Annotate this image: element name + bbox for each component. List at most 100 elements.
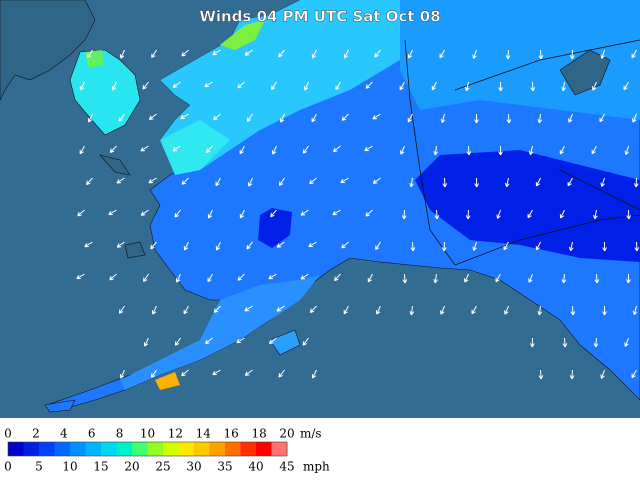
wind-zone <box>85 50 104 68</box>
wind-arrow <box>244 369 253 376</box>
wind-arrow <box>567 177 573 187</box>
wind-arrow <box>535 241 541 251</box>
wind-arrow <box>332 209 341 216</box>
wind-arrow <box>303 81 309 91</box>
wind-arrow <box>592 81 597 91</box>
wind-arrow <box>174 337 181 346</box>
wind-arrow <box>343 305 349 315</box>
wind-arrow <box>175 273 181 283</box>
wind-zone <box>415 150 640 262</box>
wind-arrow <box>562 337 568 348</box>
wind-arrow <box>174 209 181 218</box>
wind-arrow <box>76 273 85 280</box>
wind-arrow <box>213 305 221 313</box>
wind-arrow <box>246 113 253 122</box>
wind-arrow <box>309 177 317 185</box>
wind-arrow <box>600 369 605 379</box>
wind-arrow <box>569 369 575 380</box>
legend-swatch <box>54 442 71 456</box>
legend-swatch <box>132 442 148 456</box>
wind-arrow <box>181 177 189 185</box>
wind-arrow <box>148 177 157 184</box>
wind-arrow <box>410 241 416 252</box>
mph-label: 40 <box>248 460 263 474</box>
wind-arrow <box>140 209 149 216</box>
wind-arrow <box>538 369 544 380</box>
wind-arrow <box>300 273 309 280</box>
wind-arrow <box>626 209 632 220</box>
legend-swatch <box>23 442 40 456</box>
wind-arrow <box>535 177 541 187</box>
wind-arrow <box>148 113 157 120</box>
wind-arrow <box>372 177 381 184</box>
wind-arrow <box>602 241 607 252</box>
wind-arrow <box>439 49 445 59</box>
wind-arrow <box>84 241 93 248</box>
wind-arrow <box>302 145 309 154</box>
wind-arrow <box>559 145 565 155</box>
wind-arrow <box>364 145 373 152</box>
wind-arrow <box>333 273 341 282</box>
wind-arrow <box>207 209 213 219</box>
wind-arrow <box>561 81 566 92</box>
ms-label: 4 <box>60 427 68 441</box>
wind-arrow <box>311 113 317 123</box>
wind-arrow <box>119 49 125 59</box>
land-chukotka <box>69 49 141 136</box>
wind-arrow <box>279 113 285 123</box>
wind-arrow <box>311 369 317 379</box>
wind-arrow <box>537 305 543 316</box>
wind-arrow <box>498 81 503 92</box>
wind-arrow <box>594 273 600 284</box>
wind-arrow <box>626 273 631 284</box>
wind-arrow <box>77 209 85 217</box>
island <box>269 329 301 356</box>
wind-arrow <box>268 337 277 345</box>
wind-arrow <box>205 337 213 345</box>
legend-swatch <box>101 442 117 456</box>
wind-arrow <box>624 145 630 155</box>
wind-arrow <box>335 81 341 91</box>
wind-arrow <box>466 145 472 156</box>
wind-arrow <box>433 273 438 284</box>
wind-zone <box>220 20 265 50</box>
land-russia <box>0 0 96 101</box>
wind-arrow <box>631 49 637 59</box>
wind-zone <box>160 120 230 175</box>
wind-arrow <box>537 113 543 124</box>
legend-swatch <box>271 442 288 456</box>
island <box>99 154 131 176</box>
wind-arrow <box>111 81 117 91</box>
wind-arrow <box>538 49 544 60</box>
wind-arrow <box>151 305 157 315</box>
wind-arrow <box>365 81 373 89</box>
mph-label: 45 <box>279 460 294 474</box>
wind-arrow <box>568 241 574 252</box>
wind-arrow <box>309 305 317 314</box>
wind-arrow <box>79 145 85 155</box>
wind-arrow <box>474 177 479 188</box>
wind-arrow <box>600 177 605 187</box>
mph-label: 30 <box>186 460 201 474</box>
wind-arrow <box>181 369 189 377</box>
wind-arrow <box>471 305 477 315</box>
wind-arrow <box>374 49 381 58</box>
wind-arrow <box>399 81 405 91</box>
wind-arrow <box>593 337 599 348</box>
wind-arrow <box>276 305 285 312</box>
wind-arrow <box>244 49 253 56</box>
wind-arrow <box>276 241 285 248</box>
ms-label: 8 <box>116 427 124 441</box>
wind-arrow <box>503 241 509 251</box>
wind-arrow <box>409 305 415 316</box>
legend-frame <box>7 441 288 457</box>
mph-label: 0 <box>4 460 12 474</box>
legend-swatch <box>194 442 210 456</box>
wind-arrow <box>530 81 536 92</box>
wind-arrow <box>528 273 533 283</box>
wind-arrow <box>440 113 446 124</box>
wind-arrow <box>569 49 575 60</box>
wind-arrow <box>215 177 221 187</box>
wind-arrow <box>183 241 189 251</box>
